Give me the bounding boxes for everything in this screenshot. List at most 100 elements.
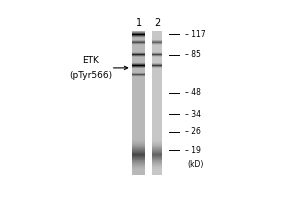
Bar [132, 170, 145, 171]
Bar [152, 80, 163, 81]
Bar [152, 92, 163, 93]
Bar [132, 164, 145, 165]
Bar [132, 157, 145, 158]
Bar [152, 141, 163, 142]
Bar [132, 48, 145, 49]
Bar [132, 162, 145, 163]
Bar [152, 170, 163, 171]
Bar [132, 80, 145, 81]
Bar [132, 95, 145, 96]
Text: 1: 1 [136, 18, 142, 28]
Bar [132, 81, 145, 82]
Bar [152, 77, 163, 78]
Bar [132, 52, 145, 53]
Bar [132, 158, 145, 159]
Text: ETK: ETK [82, 56, 99, 65]
Bar [132, 80, 145, 81]
Bar [132, 121, 145, 122]
Bar [132, 124, 145, 125]
Bar [132, 116, 145, 117]
Bar [132, 96, 145, 97]
Bar [132, 88, 145, 89]
Bar [132, 145, 145, 146]
Bar [132, 103, 145, 104]
Bar [152, 159, 163, 160]
Bar [152, 83, 163, 84]
Bar [132, 66, 145, 67]
Bar [152, 157, 163, 158]
Bar [152, 120, 163, 121]
Bar [132, 55, 145, 56]
Bar [132, 68, 145, 69]
Bar [152, 169, 163, 170]
Bar [152, 66, 163, 67]
Bar [132, 52, 145, 53]
Text: – 26: – 26 [185, 127, 201, 136]
Bar [152, 67, 163, 68]
Bar [132, 82, 145, 83]
Bar [152, 123, 163, 124]
Bar [152, 90, 163, 91]
Bar [152, 142, 163, 143]
Bar [132, 143, 145, 144]
Bar [132, 46, 145, 47]
Bar [152, 81, 163, 82]
Bar [132, 32, 145, 33]
Bar [132, 155, 145, 156]
Bar [132, 103, 145, 104]
Bar [132, 56, 145, 57]
Bar [152, 113, 163, 114]
Bar [152, 121, 163, 122]
Bar [152, 158, 163, 159]
Bar [152, 160, 163, 161]
Text: (kD): (kD) [188, 160, 204, 169]
Bar [132, 51, 145, 52]
Bar [132, 77, 145, 78]
Bar [132, 44, 145, 45]
Bar [152, 65, 163, 66]
Bar [152, 169, 163, 170]
Bar [152, 117, 163, 118]
Bar [132, 78, 145, 79]
Bar [152, 165, 163, 166]
Bar [152, 37, 163, 38]
Bar [132, 83, 145, 84]
Bar [132, 97, 145, 98]
Bar [152, 171, 163, 172]
Bar [132, 118, 145, 119]
Bar [132, 40, 145, 41]
Bar [152, 151, 163, 152]
Bar [152, 119, 163, 120]
Bar [152, 76, 163, 77]
Bar [132, 87, 145, 88]
Bar [132, 33, 145, 34]
Bar [132, 41, 145, 42]
Bar [132, 35, 145, 36]
Bar [152, 158, 163, 159]
Bar [152, 38, 163, 39]
Bar [132, 119, 145, 120]
Bar [132, 130, 145, 131]
Bar [152, 56, 163, 57]
Bar [132, 64, 145, 65]
Bar [132, 49, 145, 50]
Bar [132, 134, 145, 135]
Bar [152, 161, 163, 162]
Bar [132, 54, 145, 55]
Bar [152, 72, 163, 73]
Bar [152, 159, 163, 160]
Bar [152, 40, 163, 41]
Bar [152, 85, 163, 86]
Text: – 85: – 85 [185, 50, 201, 59]
Bar [132, 115, 145, 116]
Bar [132, 171, 145, 172]
Bar [152, 79, 163, 80]
Bar [132, 125, 145, 126]
Bar [132, 156, 145, 157]
Bar [132, 53, 145, 54]
Bar [152, 63, 163, 64]
Bar [152, 133, 163, 134]
Bar [132, 160, 145, 161]
Bar [132, 67, 145, 68]
Text: – 117: – 117 [185, 30, 206, 39]
